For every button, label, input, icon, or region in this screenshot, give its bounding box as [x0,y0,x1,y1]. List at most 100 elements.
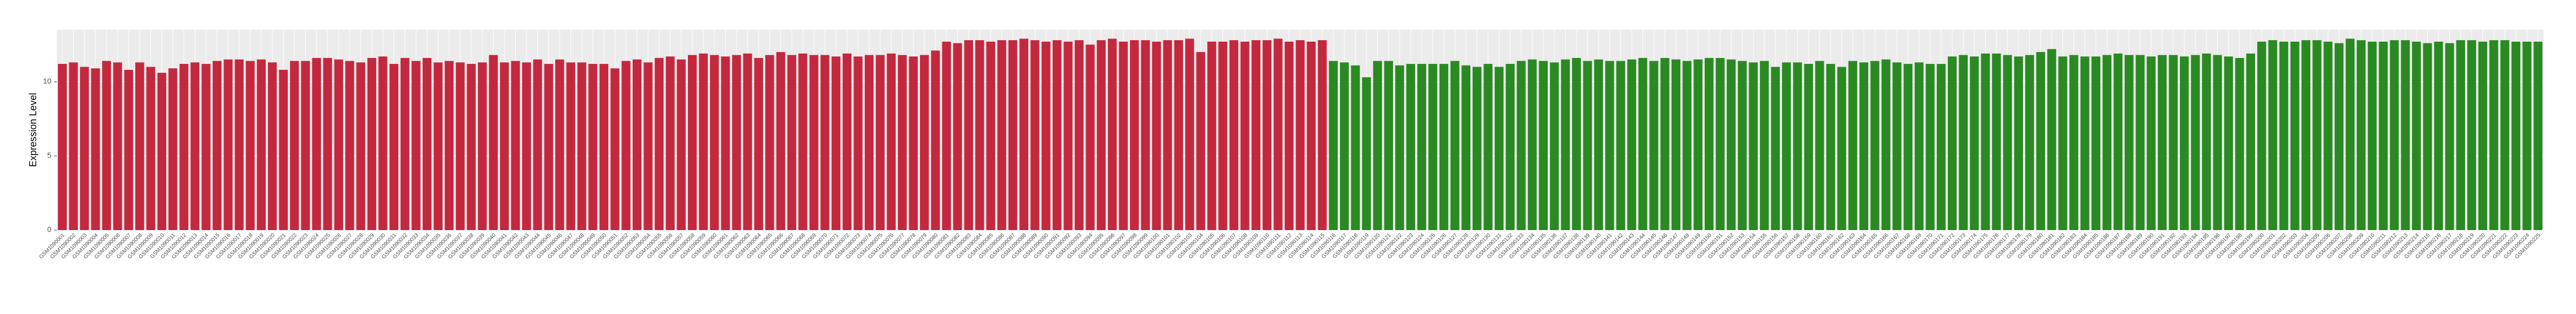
bar [754,58,763,231]
bar [2047,49,2056,230]
bar [500,62,509,230]
bar [1384,61,1394,231]
bar [433,62,443,230]
bar [1848,61,1857,231]
bar [1108,38,1117,230]
bar [1782,62,1791,230]
bar [2434,41,2443,230]
bar [356,62,365,230]
bar [610,68,620,230]
bar [2268,40,2277,231]
bar [1196,52,1205,230]
bar [1218,41,1227,230]
bar [444,61,454,231]
bar [400,58,410,231]
bar [290,61,299,231]
bar [2368,41,2377,230]
bar [1329,61,1338,231]
bar [1207,41,1217,230]
bar [1638,58,1647,231]
bar [2411,41,2421,230]
bar [1351,65,1360,231]
bar [91,68,100,230]
bar [1594,59,1604,230]
bar [721,56,730,230]
bar [1914,62,1924,230]
bar [2356,40,2366,231]
bar [124,70,133,230]
bar [864,55,874,230]
bar [588,64,597,230]
bar [466,64,476,230]
bar [2080,56,2089,230]
bar [1229,40,1239,231]
bar [1284,41,1294,230]
bar [643,62,653,230]
bar [312,58,321,231]
bar [1572,58,1581,231]
bar [1030,40,1040,231]
bar [1804,64,1813,230]
bar [323,58,332,231]
bar [831,56,840,230]
bar [1506,64,1515,230]
bar [1738,61,1747,231]
bar [1263,40,1272,231]
bar [1296,40,1305,231]
bar [688,55,697,230]
y-tick-label: 10 [43,77,51,86]
y-tick-label: 0 [47,225,51,234]
bar [709,55,719,230]
bar [334,59,343,230]
bar [1771,67,1780,230]
bar [1627,59,1637,230]
bar [1395,65,1404,231]
bar [1970,56,1979,230]
bar [2467,40,2476,231]
bar [1903,64,1913,230]
bar [1251,40,1260,231]
bar [2401,40,2410,231]
bar [135,62,144,230]
bar [1815,61,1824,231]
bar [964,40,974,231]
bar [654,58,664,231]
bar [1516,61,1526,231]
bar [1483,64,1493,230]
bar [2246,53,2255,230]
bar [478,62,487,230]
bar [246,61,255,231]
bar [577,62,587,230]
bar [2423,43,2432,231]
bar [1539,61,1548,231]
bar [1948,56,1957,230]
bar [1561,59,1570,230]
bar [898,55,907,230]
bar [2191,55,2200,230]
bar [80,67,89,230]
bar [2213,55,2222,230]
bar [2202,53,2211,230]
bar [1892,62,1902,230]
bar [2390,40,2399,231]
bar [566,62,575,230]
bar [345,61,354,231]
bar [367,58,377,231]
bar [676,59,686,230]
bar [2522,41,2532,230]
bar [301,61,310,231]
bar [1163,40,1172,231]
bar [919,55,929,230]
bar [2014,56,2023,230]
bar [212,61,222,231]
bar [1406,64,1415,230]
bar [511,61,520,231]
bar [2301,40,2311,231]
bar [1716,58,1725,231]
bar [809,55,819,230]
bar [1550,62,1559,230]
bar [489,55,498,230]
bar [2500,40,2509,231]
bar [1936,64,1946,230]
